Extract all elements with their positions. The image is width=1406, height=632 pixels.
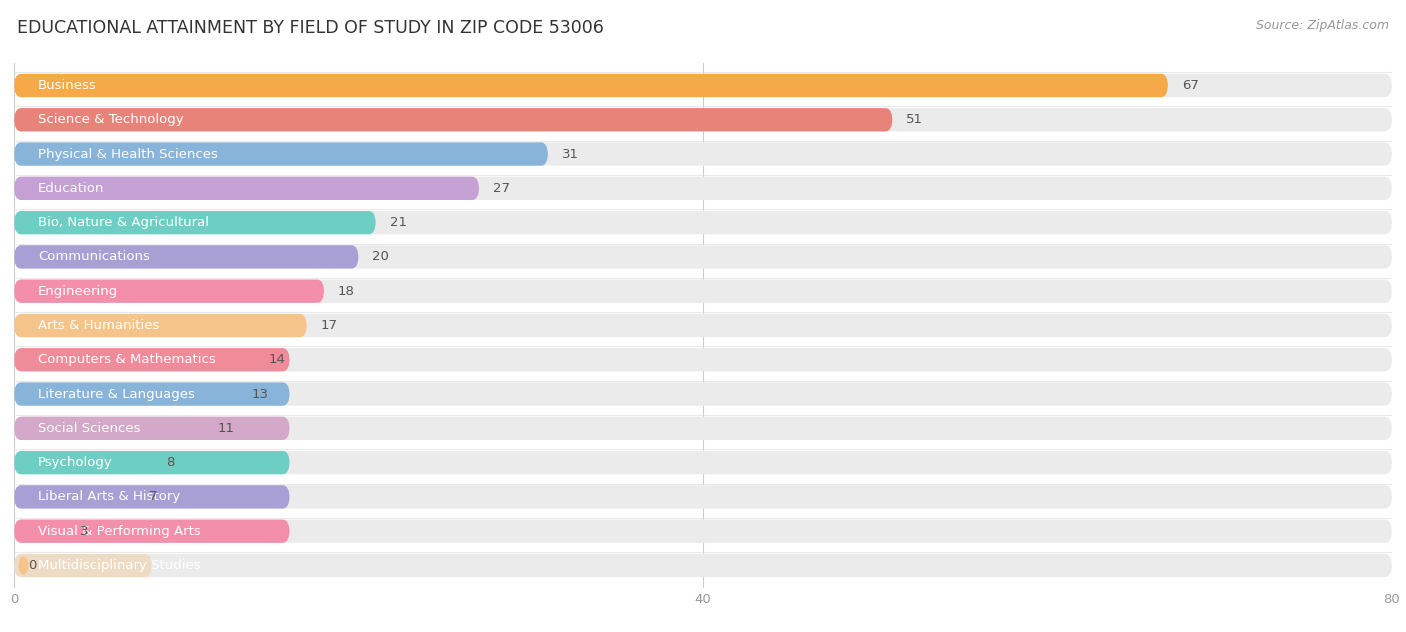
Text: Source: ZipAtlas.com: Source: ZipAtlas.com bbox=[1256, 19, 1389, 32]
Text: 8: 8 bbox=[166, 456, 174, 469]
FancyBboxPatch shape bbox=[14, 279, 325, 303]
FancyBboxPatch shape bbox=[14, 177, 479, 200]
FancyBboxPatch shape bbox=[14, 108, 1392, 131]
Text: 14: 14 bbox=[269, 353, 285, 367]
Circle shape bbox=[20, 420, 28, 437]
Circle shape bbox=[20, 317, 28, 334]
Circle shape bbox=[20, 77, 28, 94]
Circle shape bbox=[20, 248, 28, 265]
FancyBboxPatch shape bbox=[14, 416, 1392, 440]
Text: 0: 0 bbox=[28, 559, 37, 572]
Circle shape bbox=[20, 454, 28, 471]
Text: Business: Business bbox=[38, 79, 97, 92]
Text: 21: 21 bbox=[389, 216, 406, 229]
FancyBboxPatch shape bbox=[14, 211, 375, 234]
FancyBboxPatch shape bbox=[14, 245, 359, 269]
Text: 31: 31 bbox=[562, 147, 579, 161]
Circle shape bbox=[20, 557, 28, 574]
Text: 13: 13 bbox=[252, 387, 269, 401]
Circle shape bbox=[20, 180, 28, 197]
FancyBboxPatch shape bbox=[14, 348, 290, 372]
FancyBboxPatch shape bbox=[14, 74, 1168, 97]
FancyBboxPatch shape bbox=[14, 142, 1392, 166]
Text: Computers & Mathematics: Computers & Mathematics bbox=[38, 353, 217, 367]
Text: 20: 20 bbox=[373, 250, 389, 264]
Circle shape bbox=[20, 523, 28, 540]
Text: 27: 27 bbox=[494, 182, 510, 195]
Text: 7: 7 bbox=[149, 490, 157, 504]
Text: Education: Education bbox=[38, 182, 104, 195]
FancyBboxPatch shape bbox=[14, 520, 290, 543]
FancyBboxPatch shape bbox=[14, 416, 290, 440]
FancyBboxPatch shape bbox=[14, 74, 1392, 97]
Text: Arts & Humanities: Arts & Humanities bbox=[38, 319, 159, 332]
Text: Communications: Communications bbox=[38, 250, 150, 264]
Text: Psychology: Psychology bbox=[38, 456, 112, 469]
FancyBboxPatch shape bbox=[14, 554, 1392, 577]
FancyBboxPatch shape bbox=[14, 485, 290, 509]
FancyBboxPatch shape bbox=[14, 451, 1392, 474]
Text: Social Sciences: Social Sciences bbox=[38, 422, 141, 435]
Text: Physical & Health Sciences: Physical & Health Sciences bbox=[38, 147, 218, 161]
Circle shape bbox=[20, 111, 28, 128]
Text: Engineering: Engineering bbox=[38, 284, 118, 298]
FancyBboxPatch shape bbox=[14, 142, 548, 166]
Text: 17: 17 bbox=[321, 319, 337, 332]
Circle shape bbox=[20, 351, 28, 368]
Text: Science & Technology: Science & Technology bbox=[38, 113, 184, 126]
Text: Visual & Performing Arts: Visual & Performing Arts bbox=[38, 525, 201, 538]
FancyBboxPatch shape bbox=[14, 554, 152, 577]
Text: 67: 67 bbox=[1182, 79, 1199, 92]
Text: Bio, Nature & Agricultural: Bio, Nature & Agricultural bbox=[38, 216, 209, 229]
FancyBboxPatch shape bbox=[14, 451, 290, 474]
Text: Multidisciplinary Studies: Multidisciplinary Studies bbox=[38, 559, 201, 572]
FancyBboxPatch shape bbox=[14, 520, 1392, 543]
FancyBboxPatch shape bbox=[14, 108, 893, 131]
Text: 51: 51 bbox=[907, 113, 924, 126]
FancyBboxPatch shape bbox=[14, 314, 307, 337]
Circle shape bbox=[20, 214, 28, 231]
FancyBboxPatch shape bbox=[14, 211, 1392, 234]
Text: Literature & Languages: Literature & Languages bbox=[38, 387, 195, 401]
Circle shape bbox=[20, 145, 28, 162]
Text: Liberal Arts & History: Liberal Arts & History bbox=[38, 490, 180, 504]
Text: 11: 11 bbox=[218, 422, 235, 435]
Text: 18: 18 bbox=[337, 284, 354, 298]
Text: 3: 3 bbox=[80, 525, 89, 538]
FancyBboxPatch shape bbox=[14, 177, 1392, 200]
FancyBboxPatch shape bbox=[14, 382, 290, 406]
Circle shape bbox=[20, 283, 28, 300]
FancyBboxPatch shape bbox=[14, 279, 1392, 303]
Circle shape bbox=[20, 386, 28, 403]
FancyBboxPatch shape bbox=[14, 382, 1392, 406]
FancyBboxPatch shape bbox=[14, 348, 1392, 372]
FancyBboxPatch shape bbox=[14, 245, 1392, 269]
Circle shape bbox=[20, 489, 28, 506]
FancyBboxPatch shape bbox=[14, 485, 1392, 509]
Text: EDUCATIONAL ATTAINMENT BY FIELD OF STUDY IN ZIP CODE 53006: EDUCATIONAL ATTAINMENT BY FIELD OF STUDY… bbox=[17, 19, 603, 37]
FancyBboxPatch shape bbox=[14, 314, 1392, 337]
